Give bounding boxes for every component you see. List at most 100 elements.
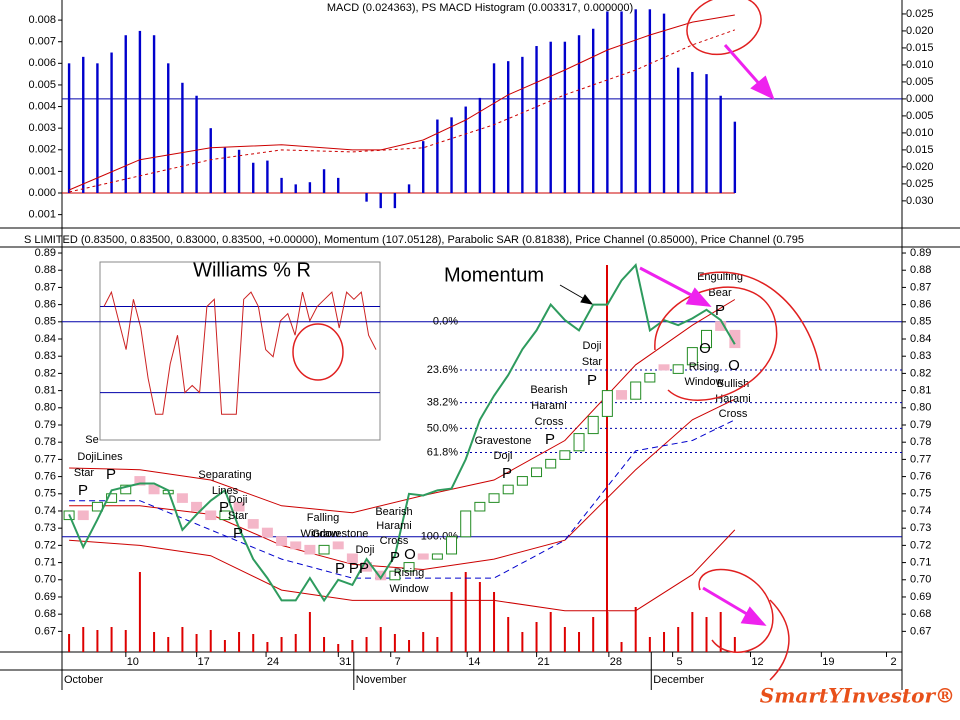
candle: [148, 484, 160, 495]
histogram-bar: [124, 35, 127, 194]
pattern-label: P: [106, 466, 116, 483]
candle: [573, 433, 585, 452]
histogram-bar: [634, 9, 637, 194]
y2-tick-label: 0.010: [906, 127, 934, 139]
histogram-bar: [308, 182, 312, 194]
arrow: [702, 586, 753, 619]
candle: [516, 476, 528, 486]
band-line: [69, 419, 736, 579]
y2-tick-label: 0.005: [906, 76, 934, 88]
y2-tick-label: 0.71: [910, 556, 931, 568]
candle: [502, 484, 514, 495]
histogram-bar: [492, 63, 496, 194]
y-tick-label: 0.84: [35, 333, 56, 345]
x-tick-label: 28: [610, 656, 622, 668]
y-tick-label: 0.73: [35, 522, 56, 534]
pattern-label: Doji: [583, 340, 602, 352]
histogram-bar: [705, 74, 708, 194]
fib-label: 61.8%: [427, 446, 458, 458]
pattern-label: P: [545, 431, 555, 448]
momentum-label: Momentum: [444, 264, 544, 286]
histogram-bar: [266, 160, 269, 194]
y-tick-label: 0.005: [28, 79, 56, 91]
inset-title: Williams % R: [193, 259, 311, 281]
histogram-bar: [280, 177, 283, 194]
candle: [488, 493, 500, 503]
y2-tick-label: 0.73: [910, 522, 931, 534]
y-tick-label: 0.71: [35, 556, 56, 568]
fib-label: 38.2%: [427, 397, 458, 409]
histogram-bar: [138, 30, 142, 194]
y2-tick-label: 0.015: [906, 42, 934, 54]
band-line: [69, 529, 736, 612]
candle: [431, 553, 443, 560]
y2-tick-label: 0.89: [910, 247, 931, 259]
candle: [276, 536, 288, 546]
pattern-label: Bullish: [717, 378, 749, 390]
histogram-bar: [662, 13, 666, 194]
pattern-label: P: [715, 302, 725, 319]
momentum-line: [68, 263, 736, 603]
y2-tick-label: 0.030: [906, 195, 934, 207]
histogram-bar: [322, 169, 326, 194]
pattern-label: Doji: [229, 494, 248, 506]
pattern-label: Bear: [708, 287, 732, 299]
y-tick-label: 0.002: [28, 144, 56, 156]
pattern-label: P PP: [335, 560, 369, 577]
histogram-bar: [223, 147, 227, 194]
pattern-label: Harami: [376, 520, 411, 532]
candle: [658, 364, 670, 371]
y-tick-label: 0.80: [35, 402, 56, 414]
x-tick-label: 24: [267, 656, 279, 668]
histogram-bar: [209, 128, 212, 194]
histogram-bar: [478, 97, 482, 194]
candle: [417, 553, 429, 560]
histogram-bar: [379, 193, 382, 209]
histogram-bar: [195, 95, 198, 194]
y-tick-label: 0.004: [28, 100, 56, 112]
y2-tick-label: 0.010: [906, 59, 934, 71]
candle: [233, 501, 245, 512]
y-tick-label: 0.83: [35, 350, 56, 362]
y2-tick-label: 0.68: [910, 608, 931, 620]
y2-tick-label: 0.85: [910, 316, 931, 328]
pattern-label: Bearish: [375, 506, 412, 518]
candle: [106, 493, 118, 503]
pattern-label: Harami: [715, 393, 750, 405]
pattern-label: P: [219, 499, 229, 516]
pattern-label: P: [390, 549, 400, 566]
candle: [446, 536, 458, 555]
pattern-label: P: [233, 525, 243, 542]
histogram-bar: [591, 28, 595, 194]
y2-tick-label: 0.025: [906, 178, 934, 190]
y-tick-label: 0.003: [28, 122, 56, 134]
candle: [77, 510, 89, 521]
circle-mark: [686, 0, 762, 56]
pattern-label: Doji: [356, 544, 375, 556]
y2-tick-label: 0.82: [910, 367, 931, 379]
y2-tick-label: 0.88: [910, 264, 931, 276]
y2-tick-label: 0.020: [906, 25, 934, 37]
fib-label: 50.0%: [427, 422, 458, 434]
pattern-label: Star: [582, 356, 603, 368]
pattern-label: O: [699, 340, 711, 357]
arrow-head: [685, 287, 712, 307]
candle: [247, 519, 259, 529]
hand-drawings: [292, 0, 821, 681]
arrow: [639, 266, 698, 300]
candle: [729, 329, 741, 349]
y2-tick-label: 0.74: [910, 505, 931, 517]
candle: [601, 390, 613, 417]
x-tick-label: 31: [339, 656, 351, 668]
pattern-label: P: [587, 372, 597, 389]
y-tick-label: 0.81: [35, 385, 56, 397]
x-tick-label: 19: [822, 656, 834, 668]
y2-tick-label: 0.67: [910, 625, 931, 637]
y-tick-label: 0.79: [35, 419, 56, 431]
pattern-label: Harami: [531, 400, 566, 412]
candle: [290, 541, 302, 550]
candle: [91, 501, 103, 512]
y-tick-label: 0.74: [35, 505, 56, 517]
williams-line: [103, 290, 377, 415]
